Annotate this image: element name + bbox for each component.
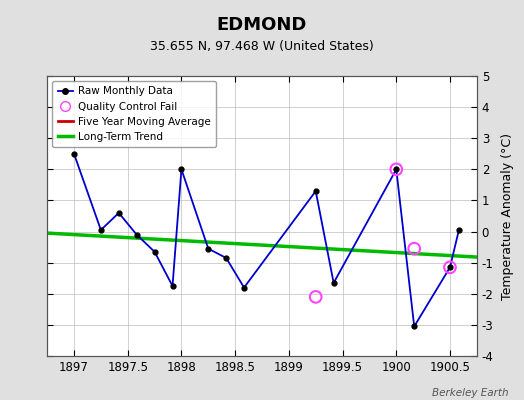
Quality Control Fail: [446, 264, 454, 270]
Raw Monthly Data: [456, 228, 462, 232]
Text: EDMOND: EDMOND: [217, 16, 307, 34]
Raw Monthly Data: [151, 249, 158, 254]
Y-axis label: Temperature Anomaly (°C): Temperature Anomaly (°C): [500, 132, 514, 300]
Quality Control Fail: [311, 294, 320, 300]
Raw Monthly Data: [116, 210, 122, 215]
Raw Monthly Data: [411, 324, 417, 329]
Raw Monthly Data: [97, 228, 104, 232]
Raw Monthly Data: [312, 189, 319, 194]
Line: Raw Monthly Data: Raw Monthly Data: [72, 151, 461, 329]
Raw Monthly Data: [393, 167, 399, 172]
Text: Berkeley Earth: Berkeley Earth: [432, 388, 508, 398]
Quality Control Fail: [392, 166, 400, 172]
Raw Monthly Data: [178, 167, 184, 172]
Quality Control Fail: [410, 246, 418, 252]
Raw Monthly Data: [169, 284, 176, 288]
Raw Monthly Data: [331, 280, 337, 285]
Raw Monthly Data: [134, 232, 140, 237]
Raw Monthly Data: [447, 265, 453, 270]
Raw Monthly Data: [241, 285, 247, 290]
Text: 35.655 N, 97.468 W (United States): 35.655 N, 97.468 W (United States): [150, 40, 374, 53]
Raw Monthly Data: [71, 151, 77, 156]
Raw Monthly Data: [205, 246, 212, 251]
Legend: Raw Monthly Data, Quality Control Fail, Five Year Moving Average, Long-Term Tren: Raw Monthly Data, Quality Control Fail, …: [52, 81, 216, 147]
Raw Monthly Data: [223, 256, 230, 260]
